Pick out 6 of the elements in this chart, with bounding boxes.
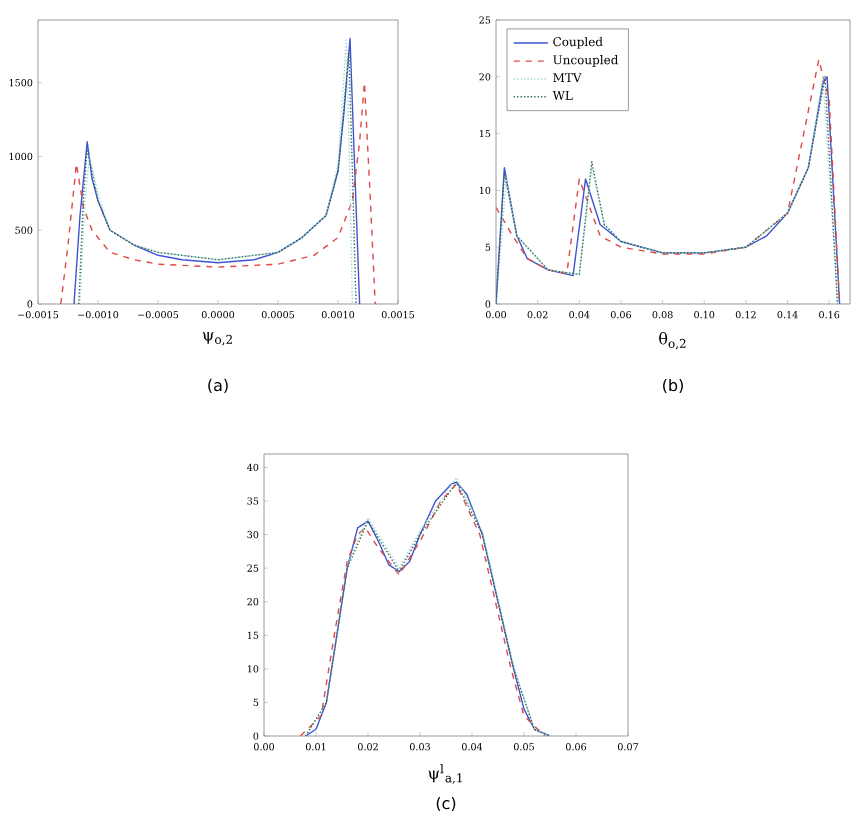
text: (a) (208, 378, 228, 394)
line-series (60, 82, 376, 304)
text: (b) (663, 378, 683, 394)
x-axis-title: θ$_{o,2}$ (659, 332, 686, 350)
text: (c) (436, 796, 456, 812)
x-axis-title: ψ$_{o,2}$ (202, 332, 232, 346)
